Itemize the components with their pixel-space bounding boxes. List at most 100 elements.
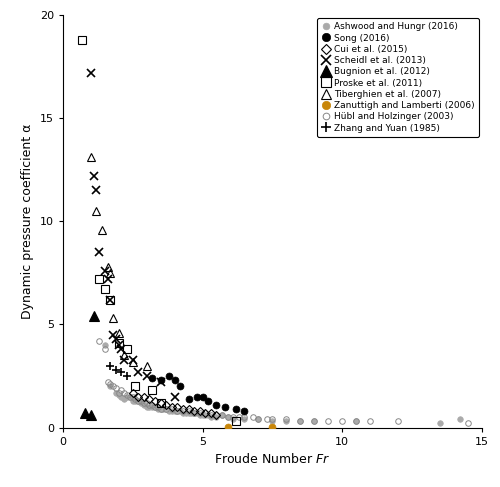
Ashwood and Hungr (2016)	[146, 404, 152, 410]
Song (2016)	[242, 408, 248, 414]
Scheidl et al. (2013)	[158, 379, 164, 385]
Proske et al. (2011)	[102, 286, 107, 292]
Hübl and Holzinger (2003)	[270, 416, 276, 422]
Hübl and Holzinger (2003)	[130, 393, 136, 399]
X-axis label: Froude Number $Fr$: Froude Number $Fr$	[214, 452, 330, 466]
Song (2016)	[149, 375, 155, 381]
Ashwood and Hungr (2016)	[141, 402, 147, 408]
Hübl and Holzinger (2003)	[132, 396, 138, 402]
Hübl and Holzinger (2003)	[219, 412, 225, 418]
Tiberghien et al. (2007)	[99, 226, 105, 232]
Ashwood and Hungr (2016)	[437, 420, 443, 426]
Scheidl et al. (2013)	[104, 276, 110, 282]
Bugnion et al. (2012)	[82, 410, 88, 416]
Hübl and Holzinger (2003)	[224, 414, 230, 420]
Cui et al. (2015)	[169, 404, 175, 410]
Hübl and Holzinger (2003)	[141, 400, 147, 406]
Ashwood and Hungr (2016)	[138, 400, 144, 406]
Hübl and Holzinger (2003)	[264, 416, 270, 422]
Ashwood and Hungr (2016)	[163, 406, 169, 412]
Hübl and Holzinger (2003)	[144, 400, 150, 406]
Cui et al. (2015)	[191, 408, 197, 414]
Scheidl et al. (2013)	[90, 173, 96, 179]
Ashwood and Hungr (2016)	[149, 404, 155, 410]
Hübl and Holzinger (2003)	[149, 402, 155, 408]
Ashwood and Hungr (2016)	[205, 412, 211, 418]
Tiberghien et al. (2007)	[104, 264, 110, 270]
Zanuttigh and Lamberti (2006)	[270, 424, 276, 430]
Cui et al. (2015)	[208, 410, 214, 416]
Zhang and Yuan (1985)	[108, 363, 114, 369]
Ashwood and Hungr (2016)	[169, 408, 175, 414]
Ashwood and Hungr (2016)	[155, 406, 161, 412]
Hübl and Holzinger (2003)	[169, 406, 175, 412]
Proske et al. (2011)	[149, 388, 155, 393]
Hübl and Holzinger (2003)	[174, 408, 180, 414]
Ashwood and Hungr (2016)	[456, 416, 462, 422]
Tiberghien et al. (2007)	[110, 316, 116, 321]
Line: Song (2016): Song (2016)	[148, 373, 248, 414]
Scheidl et al. (2013)	[172, 393, 177, 399]
Hübl and Holzinger (2003)	[155, 404, 161, 410]
Cui et al. (2015)	[136, 393, 141, 399]
Tiberghien et al. (2007)	[88, 154, 94, 160]
Ashwood and Hungr (2016)	[174, 408, 180, 414]
Proske et al. (2011)	[158, 400, 164, 406]
Tiberghien et al. (2007)	[108, 270, 114, 276]
Line: Zhang and Yuan (1985): Zhang and Yuan (1985)	[106, 361, 131, 380]
Song (2016)	[158, 377, 164, 383]
Ashwood and Hungr (2016)	[224, 414, 230, 420]
Ashwood and Hungr (2016)	[113, 390, 119, 395]
Line: Ashwood and Hungr (2016): Ashwood and Hungr (2016)	[102, 342, 463, 426]
Ashwood and Hungr (2016)	[132, 398, 138, 404]
Ashwood and Hungr (2016)	[102, 342, 107, 348]
Proske et al. (2011)	[124, 346, 130, 352]
Scheidl et al. (2013)	[144, 373, 150, 379]
Ashwood and Hungr (2016)	[188, 410, 194, 416]
Hübl and Holzinger (2003)	[256, 416, 262, 422]
Hübl and Holzinger (2003)	[102, 346, 107, 352]
Cui et al. (2015)	[174, 404, 180, 410]
Scheidl et al. (2013)	[94, 187, 100, 193]
Scheidl et al. (2013)	[118, 346, 124, 352]
Ashwood and Hungr (2016)	[284, 418, 290, 424]
Hübl and Holzinger (2003)	[196, 410, 202, 416]
Song (2016)	[172, 377, 177, 383]
Song (2016)	[177, 383, 183, 389]
Hübl and Holzinger (2003)	[158, 406, 164, 412]
Hübl and Holzinger (2003)	[127, 393, 133, 399]
Ashwood and Hungr (2016)	[152, 404, 158, 410]
Cui et al. (2015)	[146, 396, 152, 402]
Legend: Ashwood and Hungr (2016), Song (2016), Cui et al. (2015), Scheidl et al. (2013),: Ashwood and Hungr (2016), Song (2016), C…	[317, 18, 479, 137]
Hübl and Holzinger (2003)	[136, 398, 141, 404]
Hübl and Holzinger (2003)	[367, 418, 373, 424]
Scheidl et al. (2013)	[122, 356, 128, 362]
Proske et al. (2011)	[116, 340, 121, 346]
Scheidl et al. (2013)	[113, 336, 119, 342]
Ashwood and Hungr (2016)	[298, 418, 304, 424]
Hübl and Holzinger (2003)	[116, 390, 121, 395]
Scheidl et al. (2013)	[110, 332, 116, 337]
Cui et al. (2015)	[163, 402, 169, 408]
Ashwood and Hungr (2016)	[136, 398, 141, 404]
Hübl and Holzinger (2003)	[186, 408, 192, 414]
Song (2016)	[166, 373, 172, 379]
Ashwood and Hungr (2016)	[200, 412, 205, 418]
Ashwood and Hungr (2016)	[118, 393, 124, 399]
Ashwood and Hungr (2016)	[202, 412, 208, 418]
Hübl and Holzinger (2003)	[284, 416, 290, 422]
Cui et al. (2015)	[196, 408, 202, 414]
Ashwood and Hungr (2016)	[177, 408, 183, 414]
Scheidl et al. (2013)	[130, 356, 136, 362]
Line: Hübl and Holzinger (2003): Hübl and Holzinger (2003)	[96, 338, 470, 426]
Tiberghien et al. (2007)	[130, 358, 136, 364]
Hübl and Holzinger (2003)	[96, 338, 102, 344]
Hübl and Holzinger (2003)	[202, 410, 208, 416]
Hübl and Holzinger (2003)	[395, 418, 401, 424]
Ashwood and Hungr (2016)	[172, 408, 177, 414]
Cui et al. (2015)	[202, 410, 208, 416]
Ashwood and Hungr (2016)	[230, 416, 236, 422]
Zhang and Yuan (1985)	[124, 373, 130, 379]
Song (2016)	[205, 398, 211, 404]
Hübl and Holzinger (2003)	[465, 420, 471, 426]
